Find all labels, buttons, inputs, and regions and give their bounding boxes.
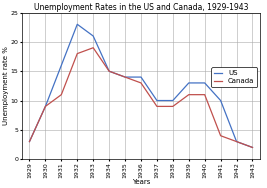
Canada — [60, 94, 63, 96]
US — [219, 99, 222, 102]
US — [123, 76, 127, 78]
US — [108, 70, 111, 72]
Canada — [28, 140, 31, 143]
Canada — [235, 140, 238, 143]
US — [92, 35, 95, 37]
X-axis label: Years: Years — [132, 179, 150, 185]
Canada — [108, 70, 111, 72]
US — [76, 23, 79, 25]
Line: US: US — [29, 24, 253, 147]
Canada — [76, 52, 79, 55]
US — [28, 140, 31, 143]
Title: Unemployment Rates in the US and Canada, 1929-1943: Unemployment Rates in the US and Canada,… — [34, 3, 248, 12]
US — [203, 82, 206, 84]
Canada — [171, 105, 174, 108]
Canada — [251, 146, 254, 149]
US — [139, 76, 143, 78]
US — [171, 99, 174, 102]
Y-axis label: Unemployment rate %: Unemployment rate % — [3, 46, 9, 125]
Line: Canada: Canada — [29, 48, 253, 147]
US — [187, 82, 190, 84]
Canada — [155, 105, 159, 108]
Canada — [139, 82, 143, 84]
US — [44, 105, 47, 108]
Legend: US, Canada: US, Canada — [211, 67, 257, 87]
Canada — [92, 47, 95, 49]
US — [235, 140, 238, 143]
Canada — [123, 76, 127, 78]
Canada — [44, 105, 47, 108]
US — [60, 64, 63, 67]
US — [251, 146, 254, 149]
Canada — [187, 94, 190, 96]
Canada — [203, 94, 206, 96]
Canada — [219, 135, 222, 137]
US — [155, 99, 159, 102]
